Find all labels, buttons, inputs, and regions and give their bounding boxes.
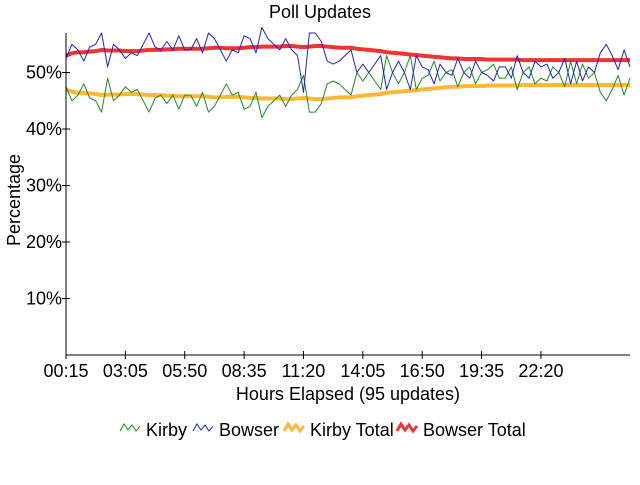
legend-item-bowser: Bowser <box>192 420 279 440</box>
y-axis-label: Percentage <box>4 154 24 246</box>
x-tick-label: 00:15 <box>43 361 88 381</box>
x-axis-label: Hours Elapsed (95 updates) <box>236 384 460 404</box>
y-tick-label: 50% <box>26 63 62 83</box>
x-tick-label: 19:35 <box>459 361 504 381</box>
legend-swatch-bowser-total <box>395 421 419 434</box>
y-tick-label: 10% <box>26 289 62 309</box>
plot-area <box>65 26 631 119</box>
x-tick-label: 16:50 <box>400 361 445 381</box>
legend: Kirby Bowser Kirby Total Bowser Total <box>119 420 526 440</box>
legend-item-bowser-total: Bowser Total <box>395 420 526 440</box>
legend-label: Bowser <box>219 420 279 440</box>
x-tick-label: 11:20 <box>282 361 326 381</box>
y-tick-label: 30% <box>26 176 62 196</box>
x-axis: 00:15 03:05 05:50 08:35 11:20 14:05 16:50 19:35… <box>43 351 630 381</box>
legend-item-kirby-total: Kirby Total <box>282 420 394 440</box>
x-tick-label: 03:05 <box>103 361 148 381</box>
x-tick-label: 22:20 <box>518 361 563 381</box>
legend-swatch-kirby-total <box>282 421 306 434</box>
series-line-kirby <box>65 55 631 119</box>
y-tick-label: 20% <box>26 232 62 252</box>
legend-label: Kirby Total <box>310 420 394 440</box>
legend-label: Kirby <box>146 420 187 440</box>
series-line-bowser <box>65 26 631 93</box>
y-axis: 10% 20% 30% 40% 50% <box>26 33 70 355</box>
x-tick-label: 05:50 <box>162 361 207 381</box>
y-tick-label: 40% <box>26 119 62 139</box>
legend-label: Bowser Total <box>423 420 526 440</box>
legend-swatch-bowser <box>192 423 214 432</box>
chart-title: Poll Updates <box>269 2 371 22</box>
legend-swatch-kirby <box>119 423 141 432</box>
legend-item-kirby: Kirby <box>119 420 187 440</box>
x-tick-label: 14:05 <box>340 361 385 381</box>
x-tick-label: 08:35 <box>222 361 267 381</box>
